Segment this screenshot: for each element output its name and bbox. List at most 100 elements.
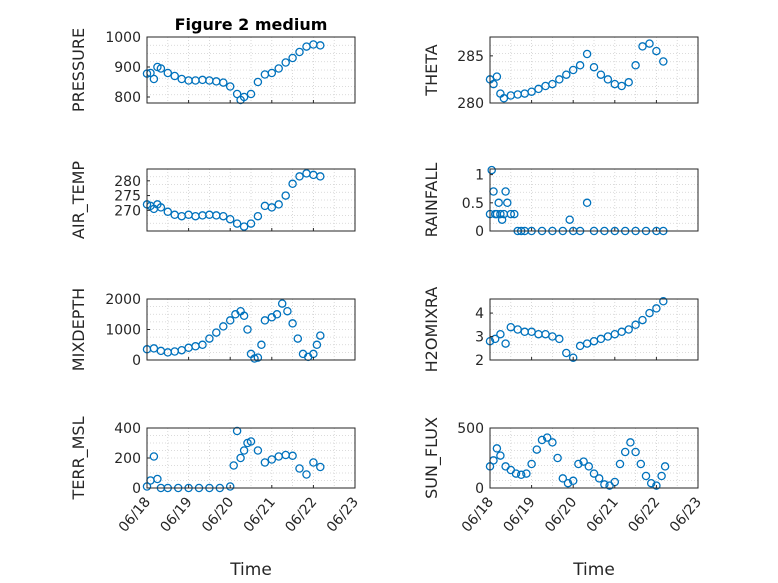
y-tick-label: 275 — [114, 189, 141, 205]
data-point-theta — [499, 94, 509, 103]
panel-mixdepth: 0 1000 2000 MIXDEPTH — [69, 288, 356, 371]
y-axis-label: H2OMIXRA — [422, 287, 441, 373]
data-point-pressure — [225, 82, 235, 91]
data-point-mixdepth — [243, 325, 252, 334]
x-axis-label-left: Time — [229, 560, 272, 580]
data-point-sun_flux — [542, 433, 552, 442]
data-point-theta — [596, 70, 606, 79]
y-tick-label: 0 — [475, 224, 484, 240]
x-tick-label: 06/21 — [584, 494, 622, 535]
panel-rainfall: 0 0.5 1 RAINFALL — [422, 163, 699, 240]
data-point-sun_flux — [646, 478, 656, 488]
data-point-terr_msl — [288, 451, 297, 461]
y-tick-label: 900 — [114, 60, 141, 76]
x-tick-label: 06/20 — [542, 494, 580, 535]
x-tick-label: 06/19 — [157, 494, 195, 535]
y-tick-label: 285 — [457, 49, 484, 65]
y-axis-label: SUN_FLUX — [422, 417, 442, 499]
data-point-air_temp — [253, 211, 263, 221]
y-tick-label: 0 — [132, 481, 141, 497]
x-tick-label: 06/22 — [282, 494, 320, 535]
y-axis-label: PRESSURE — [69, 28, 88, 112]
y-tick-label: 2000 — [105, 292, 141, 308]
y-tick-label: 0.5 — [462, 196, 484, 212]
data-point-h2omixra — [659, 297, 668, 306]
data-point-mixdepth — [288, 319, 297, 328]
data-point-sun_flux — [620, 447, 630, 457]
panel-h2omixra: 2 3 4 H2OMIXRA — [422, 287, 699, 373]
data-point-theta — [603, 75, 613, 84]
y-tick-label: 3 — [475, 330, 484, 346]
axes-box — [489, 427, 699, 489]
panel-pressure: 800 900 1000 PRESSURE — [69, 28, 356, 112]
data-point-h2omixra — [631, 320, 640, 330]
axes-box — [146, 168, 356, 232]
data-point-air_temp — [156, 203, 166, 212]
data-point-terr_msl — [309, 458, 318, 467]
data-point-air_temp — [281, 191, 290, 200]
y-tick-label: 270 — [114, 203, 141, 219]
data-point-sun_flux — [558, 474, 568, 483]
x-tick-label: 06/20 — [199, 494, 237, 535]
data-point-pressure — [316, 41, 325, 50]
data-point-sun_flux — [636, 459, 646, 469]
data-point-mixdepth — [283, 306, 292, 316]
data-point-terr_msl — [225, 482, 235, 491]
data-point-mixdepth — [272, 310, 282, 319]
panel-theta: 280 285 THETA — [422, 36, 699, 112]
x-tick-label: 06/22 — [625, 494, 663, 535]
x-tick-label: 06/18 — [459, 494, 497, 535]
data-point-mixdepth — [198, 340, 207, 350]
y-axis-label: RAINFALL — [422, 163, 441, 238]
data-point-terr_msl — [246, 437, 256, 446]
figure-title: Figure 2 medium — [175, 15, 328, 34]
data-point-sun_flux — [511, 469, 521, 478]
data-point-mixdepth — [293, 334, 303, 343]
data-point-sun_flux — [574, 459, 583, 469]
data-point-h2omixra — [501, 339, 510, 348]
data-point-sun_flux — [522, 469, 531, 478]
data-point-air_temp — [316, 172, 325, 181]
data-point-sun_flux — [516, 470, 526, 480]
data-point-terr_msl — [149, 452, 159, 461]
data-point-terr_msl — [295, 464, 304, 473]
data-point-sun_flux — [553, 453, 562, 463]
data-point-sun_flux — [532, 445, 542, 454]
data-point-rainfall — [487, 165, 496, 175]
x-axis-label-right: Time — [572, 560, 615, 580]
data-point-mixdepth — [250, 354, 259, 363]
data-point-rainfall — [496, 209, 505, 219]
y-tick-label: 400 — [114, 421, 141, 437]
data-point-sun_flux — [641, 471, 651, 481]
data-point-sun_flux — [537, 435, 547, 445]
data-point-sun_flux — [652, 481, 661, 490]
data-point-terr_msl — [229, 461, 238, 470]
data-point-theta — [589, 62, 599, 72]
data-point-mixdepth — [312, 340, 322, 350]
data-point-sun_flux — [626, 438, 635, 447]
data-point-sun_flux — [527, 459, 536, 469]
data-point-mixdepth — [205, 334, 214, 343]
data-point-terr_msl — [236, 453, 245, 463]
data-point-theta — [582, 49, 592, 59]
data-point-sun_flux — [594, 474, 604, 483]
data-point-sun_flux — [631, 447, 640, 457]
data-point-sun_flux — [660, 462, 670, 471]
data-point-pressure — [295, 47, 304, 57]
data-point-air_temp — [163, 207, 173, 217]
data-point-pressure — [219, 78, 228, 87]
data-point-air_temp — [219, 211, 228, 221]
data-point-mixdepth — [260, 316, 270, 325]
data-point-theta — [638, 42, 647, 51]
data-point-mixdepth — [277, 299, 287, 308]
panel-terr_msl: 0 200 400 06/18 06/19 06/20 06/21 06/22 06/23 TER… — [69, 416, 362, 535]
data-point-pressure — [170, 71, 179, 81]
data-point-theta — [548, 79, 557, 89]
y-tick-label: 0 — [475, 481, 484, 497]
data-point-theta — [659, 57, 668, 66]
y-tick-label: 2 — [475, 353, 484, 369]
data-point-air_temp — [267, 203, 277, 212]
data-point-air_temp — [288, 179, 297, 189]
data-point-sun_flux — [589, 469, 599, 478]
